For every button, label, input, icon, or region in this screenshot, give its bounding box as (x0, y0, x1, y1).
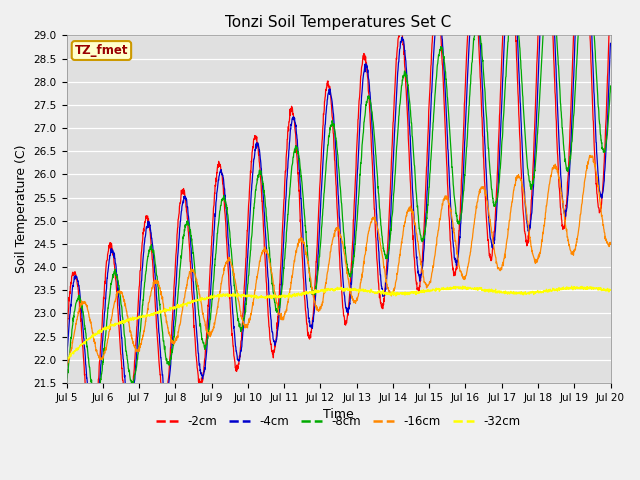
-8cm (492, 202, 499, 207)
-4cm (591, 114, 599, 120)
-2cm (63, 331, 70, 337)
-4cm (328, 95, 335, 100)
Line: -8cm: -8cm (67, 0, 611, 401)
-2cm (591, 160, 599, 166)
-8cm (607, 83, 614, 89)
-2cm (313, 246, 321, 252)
-8cm (91, 398, 99, 404)
-32cm (63, 356, 71, 362)
-32cm (91, 333, 99, 338)
-8cm (313, 279, 321, 285)
Y-axis label: Soil Temperature (C): Soil Temperature (C) (15, 145, 28, 274)
-4cm (313, 273, 321, 279)
Legend: -2cm, -4cm, -8cm, -16cm, -32cm: -2cm, -4cm, -8cm, -16cm, -32cm (152, 410, 525, 432)
-8cm (591, 46, 599, 51)
-16cm (90, 336, 98, 342)
-2cm (492, 216, 499, 222)
-16cm (327, 246, 335, 252)
-32cm (328, 287, 335, 292)
-32cm (459, 283, 467, 289)
-16cm (591, 161, 599, 167)
-2cm (328, 101, 335, 107)
-8cm (591, 48, 599, 54)
X-axis label: Time: Time (323, 408, 354, 421)
-32cm (492, 290, 499, 296)
-32cm (63, 355, 70, 361)
-8cm (328, 122, 335, 128)
Line: -16cm: -16cm (67, 156, 611, 365)
-2cm (91, 420, 99, 426)
Line: -4cm: -4cm (67, 0, 611, 426)
-8cm (63, 379, 70, 385)
-8cm (90, 395, 98, 401)
-4cm (63, 357, 70, 362)
Line: -2cm: -2cm (67, 0, 611, 434)
-2cm (88, 431, 95, 437)
-4cm (607, 40, 614, 46)
Title: Tonzi Soil Temperatures Set C: Tonzi Soil Temperatures Set C (225, 15, 452, 30)
-16cm (607, 241, 614, 247)
-4cm (492, 229, 499, 235)
-16cm (491, 251, 499, 257)
Line: -32cm: -32cm (67, 286, 611, 359)
-16cm (591, 163, 598, 169)
-32cm (591, 286, 599, 291)
-4cm (89, 423, 97, 429)
Text: TZ_fmet: TZ_fmet (75, 44, 128, 57)
-2cm (591, 166, 599, 171)
-4cm (91, 420, 99, 426)
-32cm (607, 288, 614, 293)
-32cm (591, 286, 599, 292)
-16cm (313, 307, 321, 312)
-32cm (313, 287, 321, 293)
-16cm (586, 153, 594, 158)
-4cm (591, 121, 599, 127)
-16cm (63, 362, 70, 368)
